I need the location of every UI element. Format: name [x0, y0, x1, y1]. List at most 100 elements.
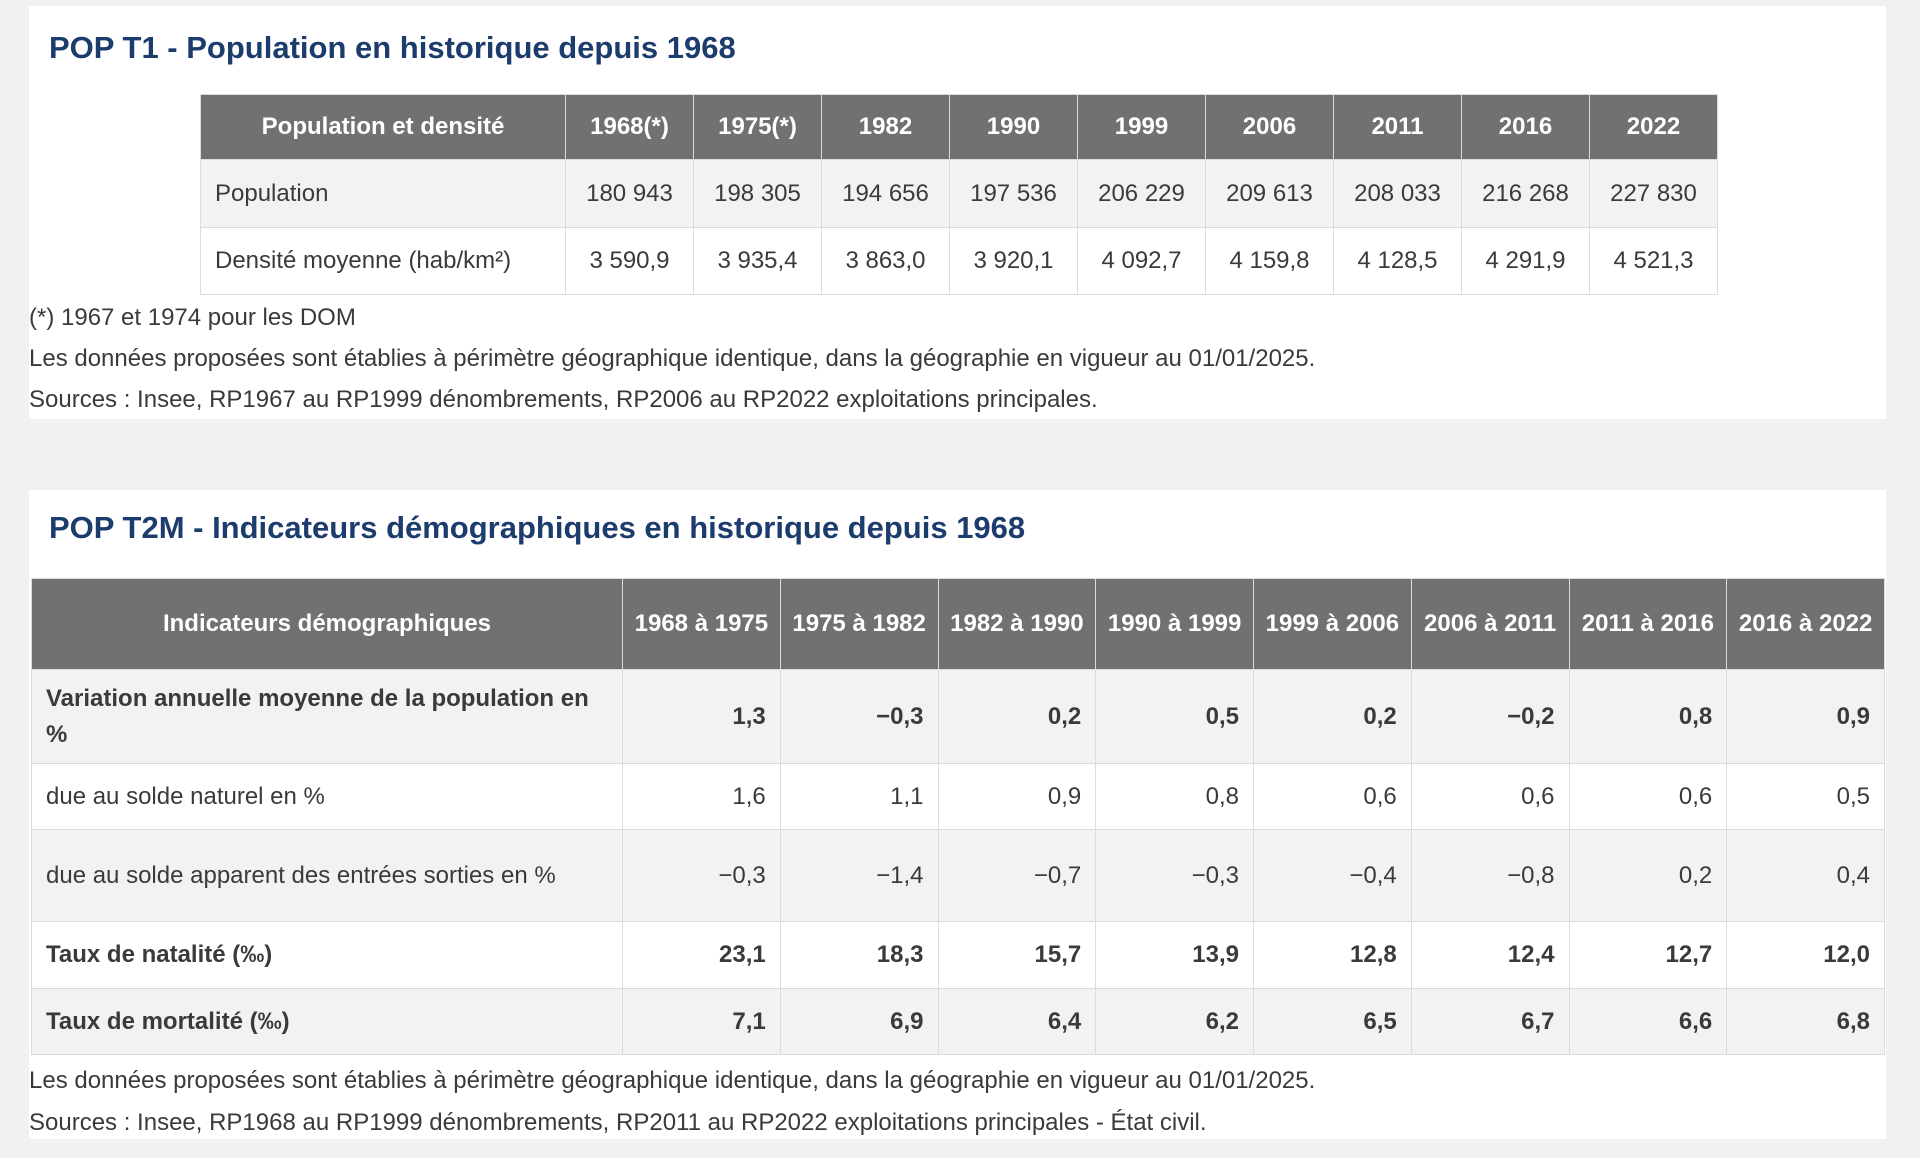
cell-value: 0,8 — [1568, 669, 1728, 764]
row-label: due au solde naturel en % — [31, 763, 623, 830]
cell-value: 6,2 — [1095, 988, 1254, 1055]
cell-value: 3 920,1 — [949, 227, 1078, 295]
table-row: Densité moyenne (hab/km²) 3 590,9 3 935,4 3… — [200, 227, 1718, 295]
column-header-period: 2011 — [1333, 94, 1462, 160]
footnote-geography: Les données proposées sont établies à pé… — [29, 1067, 1316, 1094]
cell-value: 23,1 — [622, 921, 781, 989]
cell-value: 6,6 — [1568, 988, 1728, 1055]
cell-value: 180 943 — [565, 159, 694, 228]
cell-value: −0,3 — [1095, 829, 1254, 922]
column-header-period: 1999 à 2006 — [1253, 578, 1412, 670]
cell-value: 6,7 — [1410, 988, 1570, 1055]
footnote-dom: (*) 1967 et 1974 pour les DOM — [29, 304, 356, 331]
cell-value: 18,3 — [779, 921, 939, 989]
cell-value: 0,5 — [1726, 763, 1885, 830]
cell-value: 0,6 — [1253, 763, 1412, 830]
demographic-indicators-table: Indicateurs démographiques 1968 à 1975 197… — [31, 578, 1885, 1055]
section-title: POP T2M - Indicateurs démographiques en … — [49, 510, 1026, 545]
cell-value: 0,2 — [1253, 669, 1412, 764]
cell-value: 3 590,9 — [565, 227, 694, 295]
cell-value: −0,7 — [937, 829, 1097, 922]
population-table: Population et densité 1968(*) 1975(*) 1982 1… — [200, 94, 1718, 295]
cell-value: 197 536 — [949, 159, 1078, 228]
cell-value: 12,7 — [1568, 921, 1728, 989]
cell-value: 13,9 — [1095, 921, 1254, 989]
footnote-sources: Sources : Insee, RP1967 au RP1999 dénomb… — [29, 386, 1098, 413]
cell-value: 0,9 — [1726, 669, 1885, 764]
row-label: Taux de natalité (‰) — [31, 921, 623, 989]
cell-value: 227 830 — [1589, 159, 1718, 228]
column-header-period: 1999 — [1077, 94, 1206, 160]
cell-value: 209 613 — [1205, 159, 1334, 228]
cell-value: 1,6 — [622, 763, 781, 830]
column-header-label: Indicateurs démographiques — [31, 578, 623, 670]
cell-value: 0,6 — [1568, 763, 1728, 830]
column-header-period: 2011 à 2016 — [1568, 578, 1728, 670]
column-header-period: 2006 — [1205, 94, 1334, 160]
cell-value: −1,4 — [779, 829, 939, 922]
cell-value: −0,4 — [1253, 829, 1412, 922]
demographic-indicators-section: POP T2M - Indicateurs démographiques en … — [29, 490, 1886, 1139]
column-header-period: 1990 — [949, 94, 1078, 160]
column-header-period: 2016 — [1461, 94, 1590, 160]
row-label: due au solde apparent des entrées sortie… — [31, 829, 623, 922]
table-row: Taux de natalité (‰) 23,1 18,3 15,7 13,9 12,8… — [31, 921, 1885, 989]
cell-value: 4 291,9 — [1461, 227, 1590, 295]
cell-value: 6,5 — [1253, 988, 1412, 1055]
table-row: due au solde apparent des entrées sortie… — [31, 829, 1885, 922]
column-header-period: 1975(*) — [693, 94, 822, 160]
column-header-period: 2022 — [1589, 94, 1718, 160]
cell-value: 6,4 — [937, 988, 1097, 1055]
cell-value: 12,0 — [1726, 921, 1885, 989]
cell-value: 206 229 — [1077, 159, 1206, 228]
row-label: Taux de mortalité (‰) — [31, 988, 623, 1055]
table-row: due au solde naturel en % 1,6 1,1 0,9 0,8 0,6… — [31, 763, 1885, 830]
cell-value: 4 128,5 — [1333, 227, 1462, 295]
column-header-period: 1968 à 1975 — [622, 578, 781, 670]
cell-value: 198 305 — [693, 159, 822, 228]
section-title: POP T1 - Population en historique depuis… — [49, 30, 736, 65]
table-row: Variation annuelle moyenne de la populat… — [31, 669, 1885, 764]
cell-value: 216 268 — [1461, 159, 1590, 228]
cell-value: 4 521,3 — [1589, 227, 1718, 295]
footnote-geography: Les données proposées sont établies à pé… — [29, 345, 1316, 372]
cell-value: 3 935,4 — [693, 227, 822, 295]
column-header-period: 1975 à 1982 — [779, 578, 939, 670]
column-header-label: Population et densité — [200, 94, 566, 160]
cell-value: 12,4 — [1410, 921, 1570, 989]
cell-value: 6,9 — [779, 988, 939, 1055]
column-header-period: 1968(*) — [565, 94, 694, 160]
cell-value: 0,2 — [937, 669, 1097, 764]
column-header-period: 1990 à 1999 — [1095, 578, 1254, 670]
cell-value: 0,9 — [937, 763, 1097, 830]
cell-value: 1,3 — [622, 669, 781, 764]
cell-value: 15,7 — [937, 921, 1097, 989]
cell-value: 194 656 — [821, 159, 950, 228]
cell-value: −0,8 — [1410, 829, 1570, 922]
cell-value: 3 863,0 — [821, 227, 950, 295]
population-history-section: POP T1 - Population en historique depuis… — [29, 6, 1886, 419]
cell-value: 0,4 — [1726, 829, 1885, 922]
column-header-period: 1982 — [821, 94, 950, 160]
cell-value: −0,2 — [1410, 669, 1570, 764]
cell-value: −0,3 — [779, 669, 939, 764]
cell-value: 6,8 — [1726, 988, 1885, 1055]
cell-value: 208 033 — [1333, 159, 1462, 228]
cell-value: 4 159,8 — [1205, 227, 1334, 295]
column-header-period: 2006 à 2011 — [1410, 578, 1570, 670]
footnote-sources: Sources : Insee, RP1968 au RP1999 dénomb… — [29, 1109, 1207, 1136]
cell-value: 12,8 — [1253, 921, 1412, 989]
column-header-period: 2016 à 2022 — [1726, 578, 1885, 670]
table-row: Taux de mortalité (‰) 7,1 6,9 6,4 6,2 6,5 6,7 6… — [31, 988, 1885, 1055]
table-row: Population 180 943 198 305 194 656 197 536 20… — [200, 159, 1718, 228]
cell-value: 0,6 — [1410, 763, 1570, 830]
cell-value: 7,1 — [622, 988, 781, 1055]
row-label: Population — [200, 159, 566, 228]
row-label: Variation annuelle moyenne de la populat… — [31, 669, 623, 764]
row-label: Densité moyenne (hab/km²) — [200, 227, 566, 295]
cell-value: 0,8 — [1095, 763, 1254, 830]
cell-value: 0,5 — [1095, 669, 1254, 764]
column-header-period: 1982 à 1990 — [937, 578, 1097, 670]
cell-value: 0,2 — [1568, 829, 1728, 922]
cell-value: 1,1 — [779, 763, 939, 830]
